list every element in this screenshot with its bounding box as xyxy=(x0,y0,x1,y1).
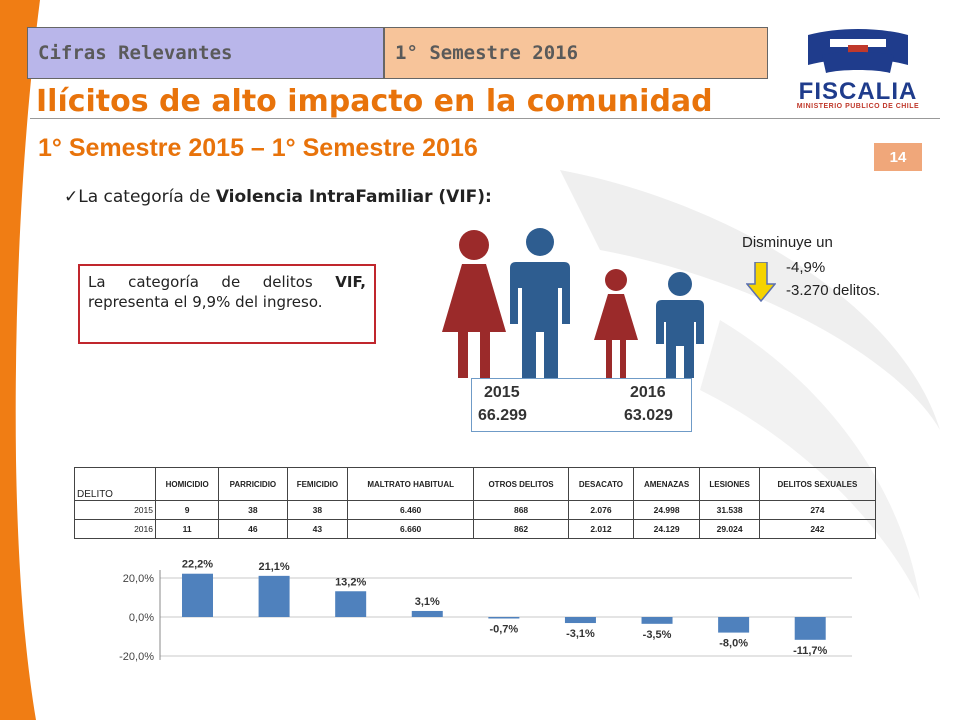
y-tick-label: 20,0% xyxy=(123,573,154,585)
table-header-cell: MALTRATO HABITUAL xyxy=(347,467,475,501)
logo-subtitle: MINISTERIO PUBLICO DE CHILE xyxy=(796,103,920,110)
y-tick-label: -20,0% xyxy=(119,651,154,663)
year-2016-label: 2016 xyxy=(630,384,666,401)
header-period-label: 1° Semestre 2016 xyxy=(384,27,768,79)
table-header-cell: FEMICIDIO xyxy=(286,467,349,501)
table-cell: 274 xyxy=(758,500,877,520)
page-number-badge: 14 xyxy=(874,143,922,171)
table-cell: 868 xyxy=(473,500,570,520)
table-cell: 862 xyxy=(473,519,570,539)
table-header-cell: HOMICIDIO xyxy=(154,467,220,501)
bar xyxy=(335,591,367,617)
table-cell: 24.129 xyxy=(632,519,701,539)
trend-percent: -4,9% xyxy=(786,259,826,276)
year-2015-value: 66.299 xyxy=(478,407,527,424)
table-corner: DELITO xyxy=(74,467,156,501)
down-arrow-icon xyxy=(746,262,776,302)
table-cell: 24.998 xyxy=(632,500,701,520)
table-header-cell: LESIONES xyxy=(699,467,760,501)
boy-icon xyxy=(656,272,704,378)
bar xyxy=(718,617,750,633)
table-header-cell: DESACATO xyxy=(568,467,634,501)
row-label: 2016 xyxy=(74,519,156,539)
girl-icon xyxy=(594,269,638,378)
bullet-text: La categoría de xyxy=(78,187,216,207)
bar xyxy=(641,617,673,624)
year-totals-box: 2015 66.299 2016 63.029 xyxy=(471,378,692,432)
data-label: -0,7% xyxy=(489,624,518,636)
table-cell: 6.660 xyxy=(347,519,475,539)
bar xyxy=(794,617,826,640)
variation-bar-chart: 20,0% 0,0% -20,0% 22,2% 21,1% 13,2% 3,1% -0,7% -… xyxy=(119,559,852,663)
bar xyxy=(564,617,596,624)
divider-line xyxy=(30,118,940,119)
table-cell: 2.076 xyxy=(568,500,634,520)
table-header-cell: DELITOS SEXUALES xyxy=(758,467,877,501)
data-label: 13,2% xyxy=(335,576,366,588)
table-cell: 2.012 xyxy=(568,519,634,539)
table-cell: 11 xyxy=(154,519,220,539)
table-cell: 242 xyxy=(758,519,877,539)
table-cell: 6.460 xyxy=(347,500,475,520)
table-cell: 9 xyxy=(154,500,220,520)
table-row: 2016 11 46 43 6.660 862 2.012 24.129 29.… xyxy=(74,519,877,539)
trend-count: -3.270 delitos. xyxy=(786,282,881,299)
bar xyxy=(258,575,290,617)
bar xyxy=(411,610,443,617)
callout-text-2: representa el 9,9% del ingreso. xyxy=(88,293,323,311)
page-title: Ilícitos de alto impacto en la comunidad xyxy=(36,84,713,119)
bullet-point: ✓La categoría de Violencia IntraFamiliar… xyxy=(64,187,492,207)
header-section-label: Cifras Relevantes xyxy=(27,27,384,79)
bar xyxy=(182,573,213,617)
table-header-cell: PARRICIDIO xyxy=(218,467,288,501)
trend-label: Disminuye un xyxy=(742,234,833,251)
table-header-cell: OTROS DELITOS xyxy=(473,467,570,501)
data-label: -3,1% xyxy=(566,628,595,640)
bar xyxy=(488,617,520,619)
table-header-cell: AMENAZAS xyxy=(632,467,701,501)
data-label: 3,1% xyxy=(415,596,440,608)
logo-name: FISCALIA xyxy=(798,78,918,105)
woman-icon xyxy=(442,230,506,378)
man-icon xyxy=(510,228,570,378)
table-header-row: DELITO HOMICIDIO PARRICIDIO FEMICIDIO MA… xyxy=(74,467,877,501)
table-cell: 31.538 xyxy=(699,500,760,520)
table-cell: 43 xyxy=(286,519,349,539)
check-icon: ✓ xyxy=(64,187,79,207)
data-label: -11,7% xyxy=(793,645,827,657)
crime-table: DELITO HOMICIDIO PARRICIDIO FEMICIDIO MA… xyxy=(74,467,877,539)
y-tick-label: 0,0% xyxy=(129,612,154,624)
row-label: 2015 xyxy=(74,500,156,520)
table-cell: 38 xyxy=(218,500,288,520)
data-label: -3,5% xyxy=(643,629,672,641)
data-label: -8,0% xyxy=(719,638,748,650)
year-2015-label: 2015 xyxy=(484,384,520,401)
callout-text-1: La categoría de delitos xyxy=(88,273,336,291)
year-2016-value: 63.029 xyxy=(624,407,673,424)
page-subtitle: 1° Semestre 2015 – 1° Semestre 2016 xyxy=(38,134,478,162)
data-label: 22,2% xyxy=(182,559,213,571)
fiscalia-logo-icon xyxy=(808,29,908,73)
bullet-bold-text: Violencia IntraFamiliar (VIF): xyxy=(215,187,492,207)
data-label: 21,1% xyxy=(258,561,289,573)
table-row: 2015 9 38 38 6.460 868 2.076 24.998 31.5… xyxy=(74,500,877,520)
vif-callout-box: La categoría de delitos VIF, representa … xyxy=(78,264,376,344)
table-cell: 46 xyxy=(218,519,288,539)
callout-bold: VIF, xyxy=(335,273,366,291)
table-cell: 29.024 xyxy=(699,519,760,539)
table-cell: 38 xyxy=(286,500,349,520)
family-icon xyxy=(442,228,704,378)
